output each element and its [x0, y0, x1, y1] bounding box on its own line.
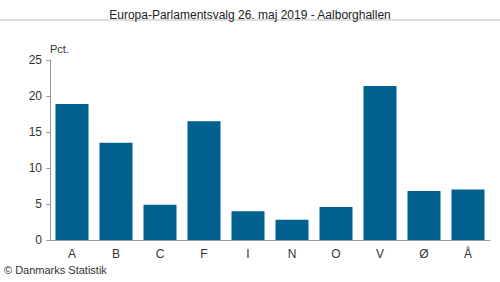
svg-text:B: B — [112, 247, 120, 261]
svg-text:Å: Å — [464, 246, 472, 261]
svg-text:V: V — [376, 247, 384, 261]
svg-text:10: 10 — [29, 161, 43, 175]
svg-text:C: C — [156, 247, 165, 261]
svg-text:20: 20 — [29, 89, 43, 103]
svg-text:5: 5 — [35, 197, 42, 211]
svg-text:Europa-Parlamentsvalg 26. maj: Europa-Parlamentsvalg 26. maj 2019 - Aal… — [109, 8, 391, 22]
svg-text:I: I — [246, 247, 249, 261]
svg-text:0: 0 — [35, 233, 42, 247]
svg-text:A: A — [68, 247, 76, 261]
svg-text:15: 15 — [29, 125, 43, 139]
svg-text:O: O — [331, 247, 340, 261]
svg-text:N: N — [288, 247, 297, 261]
svg-text:Pct.: Pct. — [50, 43, 69, 55]
svg-text:© Danmarks Statistik: © Danmarks Statistik — [4, 264, 107, 276]
svg-text:F: F — [200, 247, 207, 261]
svg-text:25: 25 — [29, 53, 43, 67]
svg-text:Ø: Ø — [419, 247, 428, 261]
